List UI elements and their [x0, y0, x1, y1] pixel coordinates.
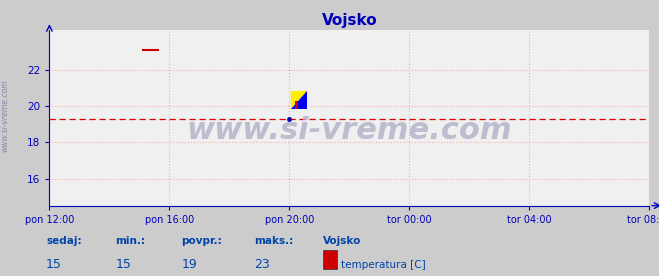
- Polygon shape: [291, 91, 307, 109]
- Bar: [295, 101, 298, 109]
- Title: Vojsko: Vojsko: [322, 13, 377, 28]
- Text: temperatura [C]: temperatura [C]: [341, 260, 426, 270]
- Text: www.si-vreme.com: www.si-vreme.com: [186, 116, 512, 145]
- Text: 23: 23: [254, 258, 270, 271]
- Text: Vojsko: Vojsko: [323, 236, 361, 246]
- Text: 15: 15: [46, 258, 62, 271]
- Text: povpr.:: povpr.:: [181, 236, 222, 246]
- Text: 15: 15: [115, 258, 131, 271]
- Polygon shape: [291, 91, 307, 109]
- Text: sedaj:: sedaj:: [46, 236, 82, 246]
- Text: min.:: min.:: [115, 236, 146, 246]
- Text: www.si-vreme.com: www.si-vreme.com: [1, 79, 10, 152]
- Text: 19: 19: [181, 258, 197, 271]
- Text: maks.:: maks.:: [254, 236, 293, 246]
